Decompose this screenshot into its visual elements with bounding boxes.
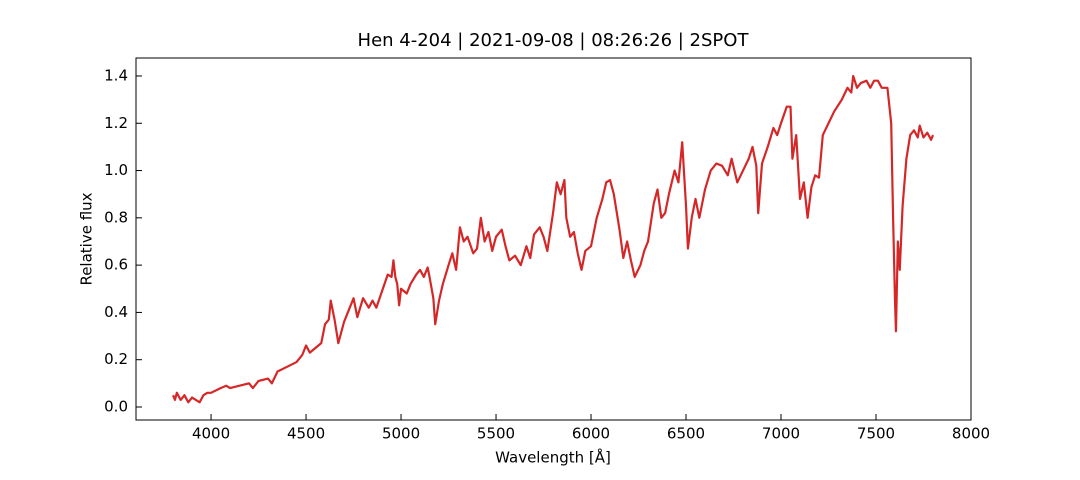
y-tick-label: 1.0 <box>104 161 128 179</box>
y-tick-label: 1.4 <box>104 66 128 84</box>
x-tick-label: 5000 <box>382 425 420 443</box>
x-tick-label: 6000 <box>572 425 610 443</box>
plot-frame <box>135 57 972 421</box>
y-tick-label: 0.6 <box>104 256 128 274</box>
x-tick-label: 4000 <box>192 425 230 443</box>
x-tick-label: 7000 <box>762 425 800 443</box>
y-axis-label: Relative flux <box>78 192 96 285</box>
y-tick-label: 0.8 <box>104 208 128 226</box>
chart-title: Hen 4-204 | 2021-09-08 | 08:26:26 | 2SPO… <box>358 30 750 51</box>
x-tick-label: 4500 <box>287 425 325 443</box>
x-tick-label: 8000 <box>952 425 990 443</box>
y-tick-label: 0.2 <box>104 350 128 368</box>
x-tick-label: 5500 <box>477 425 515 443</box>
x-axis-label: Wavelength [Å] <box>495 448 611 467</box>
x-tick-label: 6500 <box>667 425 705 443</box>
x-tick-label: 7500 <box>857 425 895 443</box>
y-tick-label: 0.0 <box>104 397 128 415</box>
y-tick-label: 0.4 <box>104 303 128 321</box>
y-tick-label: 1.2 <box>104 114 128 132</box>
spectrum-line <box>172 74 935 404</box>
